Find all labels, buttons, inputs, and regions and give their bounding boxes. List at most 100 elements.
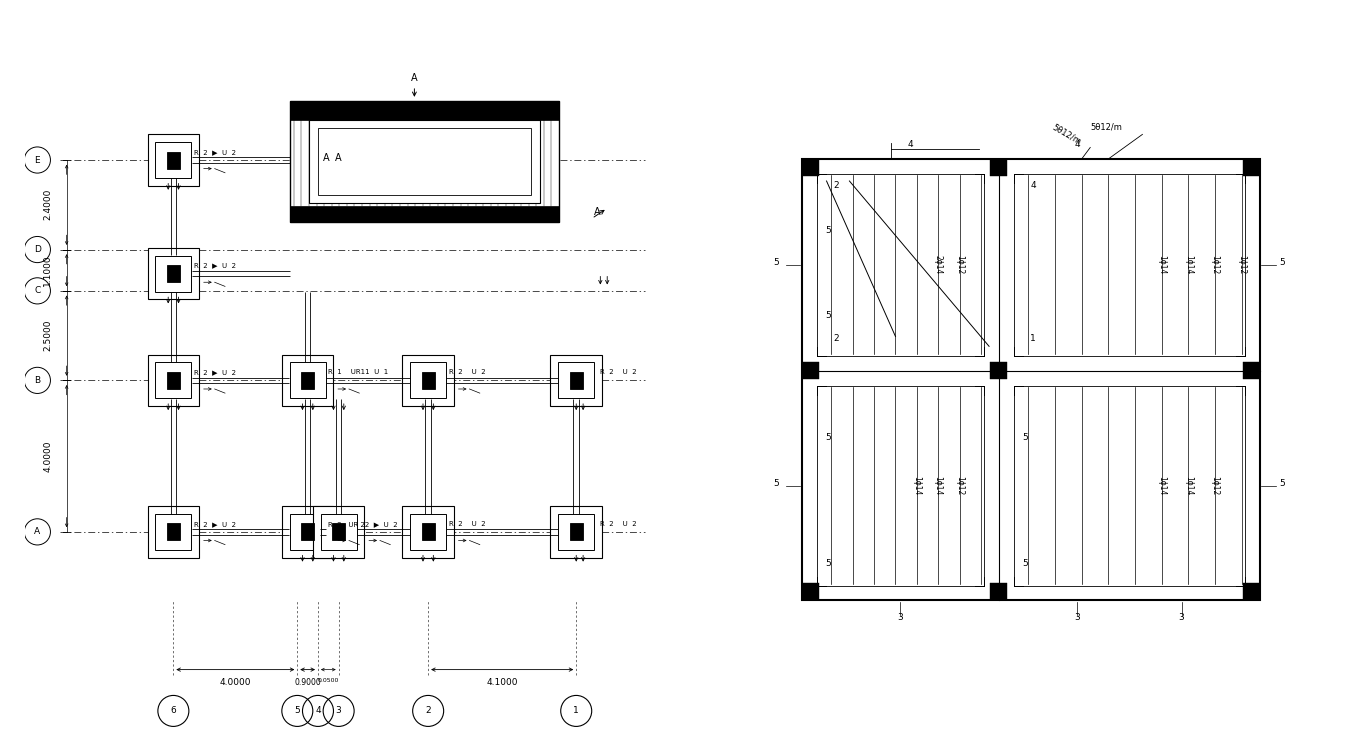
Text: 2: 2	[426, 707, 431, 716]
Bar	[167, 152, 179, 169]
Bar	[333, 523, 345, 540]
Text: A: A	[323, 153, 330, 163]
Bar	[550, 506, 602, 558]
Bar	[802, 159, 819, 176]
Text: 4: 4	[315, 707, 320, 716]
Text: 5: 5	[1280, 258, 1285, 267]
Bar	[282, 354, 334, 406]
Bar	[817, 386, 984, 585]
Text: 5: 5	[773, 258, 779, 267]
Bar	[167, 265, 179, 282]
Text: R  2   UR 22  ▶  U  2: R 2 UR 22 ▶ U 2	[329, 521, 398, 527]
Text: A: A	[593, 207, 600, 217]
Text: A: A	[411, 73, 418, 82]
Bar	[422, 523, 435, 540]
Text: 5θ12/m: 5θ12/m	[1090, 123, 1123, 132]
Text: 4.0000: 4.0000	[219, 678, 251, 687]
Text: 3: 3	[1075, 613, 1080, 622]
Bar	[802, 363, 819, 380]
Bar	[1243, 583, 1259, 600]
Text: 3: 3	[335, 707, 341, 716]
Text: R  2  ▶  U  2: R 2 ▶ U 2	[194, 521, 235, 527]
Text: 2ϕ14: 2ϕ14	[934, 255, 943, 275]
Text: 4: 4	[1031, 181, 1036, 190]
Text: 5: 5	[826, 432, 831, 442]
Text: 1.1000: 1.1000	[44, 254, 52, 286]
Text: 5: 5	[1023, 432, 1028, 442]
Bar	[155, 363, 192, 398]
Text: 6: 6	[171, 707, 177, 716]
Bar	[155, 256, 192, 292]
Bar	[802, 159, 1259, 600]
Bar	[148, 134, 200, 186]
Text: 1ϕ12: 1ϕ12	[956, 256, 964, 274]
Bar	[1243, 159, 1259, 176]
Text: 3: 3	[1179, 613, 1184, 622]
Bar	[290, 102, 559, 120]
Text: A: A	[335, 153, 342, 163]
Text: R  2    U  2: R 2 U 2	[449, 521, 486, 527]
Text: R  1    UR11  U  1: R 1 UR11 U 1	[329, 369, 389, 375]
Text: 5: 5	[826, 226, 831, 235]
Bar	[167, 523, 179, 540]
Bar	[1243, 363, 1259, 380]
Bar	[148, 506, 200, 558]
Bar	[402, 506, 455, 558]
Text: 5: 5	[1023, 559, 1028, 568]
Text: 5: 5	[773, 478, 779, 487]
Text: 1ϕ14: 1ϕ14	[934, 476, 943, 496]
Text: 2: 2	[834, 181, 839, 190]
Bar	[559, 363, 594, 398]
Bar	[290, 102, 559, 222]
Text: 4: 4	[908, 140, 913, 149]
Bar	[314, 506, 364, 558]
Bar	[290, 207, 559, 222]
Bar	[817, 174, 984, 356]
Text: R  2    U  2: R 2 U 2	[449, 369, 486, 375]
Text: 0.0500: 0.0500	[318, 678, 340, 684]
Bar	[167, 372, 179, 389]
Text: 5: 5	[826, 311, 831, 320]
Bar	[1013, 386, 1246, 585]
Bar	[318, 128, 531, 195]
Text: 4.0000: 4.0000	[44, 441, 52, 472]
Bar	[990, 363, 1008, 380]
Bar	[155, 514, 192, 550]
Text: R  2  ▶  U  2: R 2 ▶ U 2	[194, 149, 235, 155]
Bar	[411, 514, 446, 550]
Bar	[422, 372, 435, 389]
Text: 4: 4	[1075, 140, 1080, 149]
Text: 1ϕ12: 1ϕ12	[1210, 476, 1220, 496]
Text: 1ϕ14: 1ϕ14	[1157, 476, 1166, 496]
Bar	[155, 142, 192, 178]
Text: 1ϕ12: 1ϕ12	[1238, 256, 1246, 274]
Bar	[309, 120, 539, 203]
Bar	[550, 354, 602, 406]
Text: 3: 3	[898, 613, 904, 622]
Text: D: D	[34, 245, 41, 254]
Text: R  2    U  2: R 2 U 2	[601, 521, 637, 527]
Text: 2.5000: 2.5000	[44, 320, 52, 351]
Text: C: C	[34, 286, 41, 296]
Text: 5θ12/m: 5θ12/m	[1051, 123, 1083, 146]
Bar	[301, 523, 315, 540]
Text: 1ϕ14: 1ϕ14	[1184, 476, 1192, 496]
Bar	[570, 523, 583, 540]
Text: 4.1000: 4.1000	[486, 678, 517, 687]
Bar	[148, 248, 200, 299]
Bar	[1013, 174, 1246, 356]
Text: 1ϕ14: 1ϕ14	[1157, 255, 1166, 275]
Text: 1: 1	[574, 707, 579, 716]
Text: B: B	[34, 376, 41, 385]
Text: R  2  ▶  U  2: R 2 ▶ U 2	[194, 262, 235, 268]
Text: 5: 5	[826, 559, 831, 568]
Bar	[990, 159, 1008, 176]
Bar	[802, 583, 819, 600]
Text: 1ϕ12: 1ϕ12	[1210, 256, 1220, 274]
Text: 1ϕ12: 1ϕ12	[956, 476, 964, 496]
Bar	[570, 372, 583, 389]
Text: 5: 5	[1280, 478, 1285, 487]
Bar	[320, 514, 357, 550]
Bar	[301, 372, 315, 389]
Text: 0.9000: 0.9000	[294, 678, 320, 687]
